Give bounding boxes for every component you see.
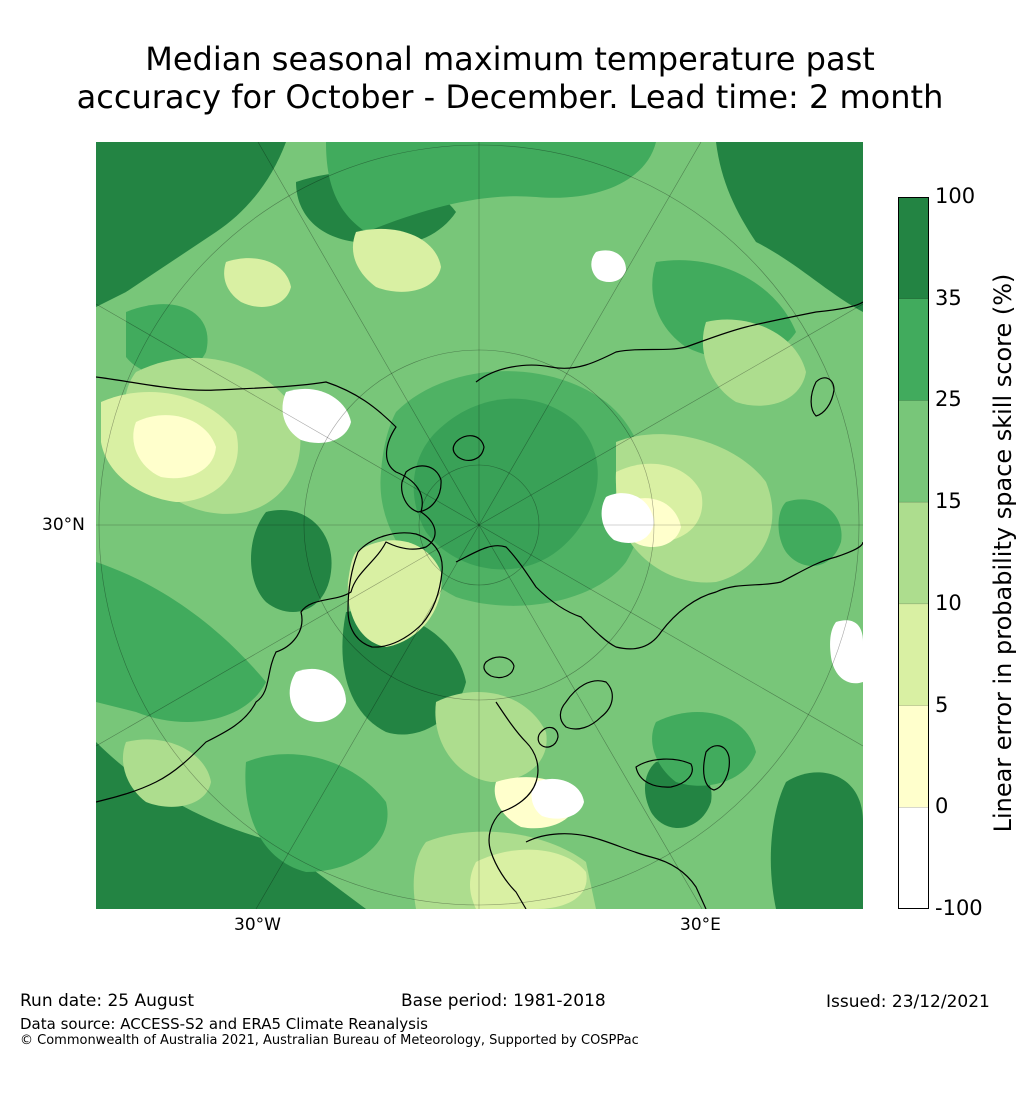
latitude-circle-30 [98, 144, 860, 906]
colorbar-outline [898, 197, 929, 909]
colorbar-bins [898, 197, 929, 909]
graticule [96, 142, 863, 909]
caspian-coastline [703, 745, 730, 791]
colorbar-tick-label: 10 [935, 590, 962, 615]
latitude-circle-60 [303, 349, 655, 701]
meridian-120w [96, 303, 480, 526]
hudson-region [251, 510, 332, 612]
colorbar-tick-label: 100 [935, 184, 976, 208]
black-sea-coastline [635, 758, 693, 788]
colorbar-bin-10-15 [898, 502, 929, 605]
longitude-label-30e: 30°E [680, 915, 721, 935]
great-plains-region [282, 388, 351, 443]
west-siberia-region [702, 319, 806, 406]
pacific-northwest-region [96, 142, 286, 307]
colorbar [898, 197, 929, 909]
mediterranean-north-region [531, 778, 584, 819]
scandinavia-coastline [559, 680, 613, 730]
colorbar-tick-label: 35 [935, 285, 962, 310]
category-negative-regions [282, 250, 863, 819]
arctic-islands-coastline [452, 435, 485, 461]
iceland-coastline [483, 656, 515, 679]
skill-score-map [96, 142, 863, 909]
meridian-60e [478, 524, 863, 747]
colorbar-tick-label: 25 [935, 387, 962, 412]
north-pacific-region [326, 142, 656, 232]
sahara-region [470, 849, 587, 909]
japan-coastline [810, 377, 835, 417]
category-25-35-regions [96, 142, 842, 872]
colorbar-tick-label: -100 [935, 896, 983, 920]
base-period: Base period: 1981-2018 [401, 991, 606, 1011]
asia-south-region [601, 493, 654, 543]
copyright: © Commonwealth of Australia 2021, Austra… [20, 1033, 639, 1048]
europe-region [435, 692, 547, 782]
siberia-patch-region [591, 250, 626, 282]
colorbar-tick-label: 15 [935, 489, 962, 514]
mexico-region [122, 739, 211, 807]
colorbar-bin-5-10 [898, 603, 929, 707]
map-title: Median seasonal maximum temperature past… [0, 40, 1020, 116]
colorbar-tick-label: 0 [935, 794, 949, 819]
longitude-label-30w: 30°W [234, 915, 281, 935]
china-region [770, 772, 863, 909]
greenland-region [347, 540, 442, 647]
coastlines [96, 301, 863, 909]
colorbar-tick-label: 5 [935, 692, 949, 717]
eurasia-coastline [455, 541, 863, 650]
colorbar-bin-25-35 [898, 298, 929, 401]
meridian-60w [96, 524, 480, 747]
run-date: Run date: 25 August [20, 991, 194, 1011]
british-isles-coastline [537, 726, 559, 748]
caspian-region [652, 712, 756, 786]
colorbar-bin-0-5 [898, 705, 929, 808]
meridian-150w [257, 142, 480, 526]
north-america-south-region [96, 562, 266, 722]
meridian-30w [255, 524, 480, 909]
atlantic-gyre-region [289, 668, 346, 722]
meridian-30e [478, 524, 703, 909]
east-siberia-region [716, 142, 863, 312]
latitude-label-30n: 30°N [42, 515, 85, 535]
arctic-ring-region [380, 371, 647, 606]
title-line-1: Median seasonal maximum temperature past [145, 40, 875, 78]
baffin-coastline [401, 465, 442, 513]
europe-coastline [488, 701, 539, 909]
mongolia-region [778, 499, 842, 566]
atlantic-mid-region [245, 754, 388, 872]
colorbar-bin--100-0 [898, 807, 929, 909]
greenland-coastline [347, 532, 443, 648]
north-america-coastline [96, 376, 436, 803]
pacific-islands-region [224, 258, 291, 307]
meridian-150e [478, 142, 702, 526]
central-us-region [133, 415, 216, 479]
colorbar-bin-15-25 [898, 400, 929, 503]
east-pacific-region [126, 304, 208, 376]
arctic-russia-coastline [475, 301, 863, 383]
latitude-circle-80 [418, 464, 540, 586]
mediterranean-coastline [525, 833, 707, 909]
colorbar-bin-35-100 [898, 197, 929, 300]
pacific-east-region [830, 620, 863, 684]
colorbar-title: Linear error in probability space skill … [989, 273, 1017, 833]
title-line-2: accuracy for October - December. Lead ti… [76, 78, 944, 116]
data-source: Data source: ACCESS-S2 and ERA5 Climate … [20, 1015, 428, 1033]
issued-date: Issued: 23/12/2021 [826, 992, 990, 1012]
alaska-region [352, 228, 441, 292]
meridian-120e [478, 303, 863, 526]
